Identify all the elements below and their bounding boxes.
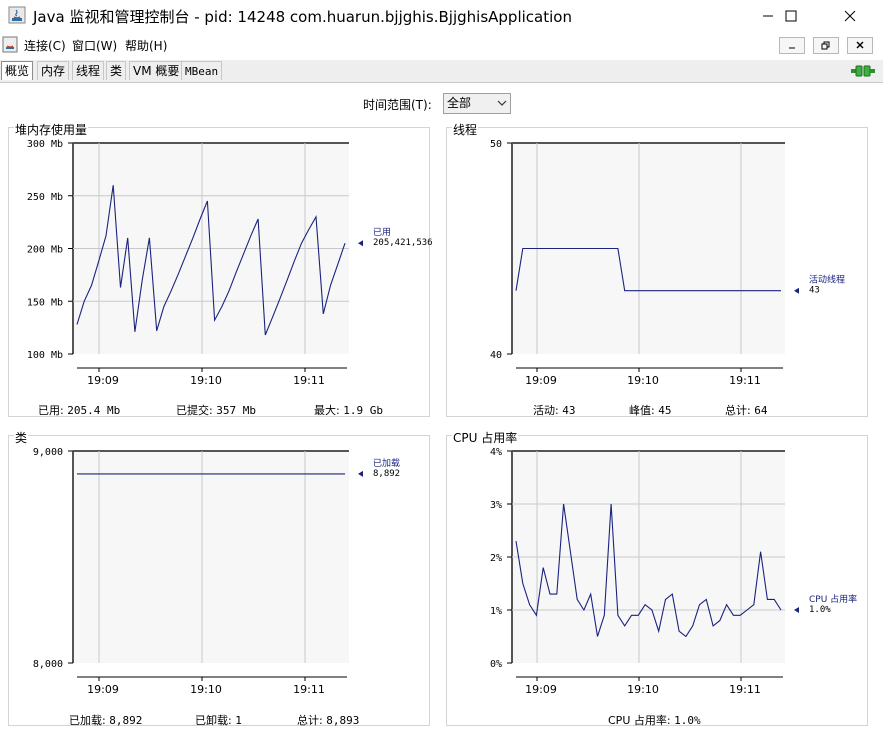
panel-title: 线程	[452, 121, 479, 138]
y-tick-label: 9,000	[33, 447, 63, 458]
close-button[interactable]	[827, 0, 873, 31]
y-tick-label: 50	[490, 139, 502, 150]
stat-peak: 峰值: 45	[629, 404, 672, 417]
x-tick-label: 19:09	[525, 374, 557, 387]
panel-title: 类	[14, 429, 29, 446]
cpu-usage-panel: CPU 占用率 0% 1% 2% 3% 4% 19:09 19:10 19:11 CPU 占用率…	[446, 429, 868, 727]
menu-help[interactable]: 帮助(H)	[125, 39, 168, 53]
y-tick-label: 8,000	[33, 659, 63, 670]
x-tick-label: 19:10	[190, 374, 222, 387]
minimize-icon	[763, 15, 773, 16]
y-tick-label: 250 Mb	[27, 192, 63, 203]
plot-area	[73, 451, 349, 663]
legend-marker	[358, 240, 363, 247]
threads-panel: 线程 40 50 19:09 19:10 19:11 活动线程 43 活动: 43 峰值: …	[446, 121, 868, 417]
x-tick-label: 19:09	[87, 374, 119, 387]
x-tick-label: 19:10	[627, 683, 659, 696]
legend-value: 8,892	[373, 469, 400, 479]
stat-cpu-usage: CPU 占用率: 1.0%	[608, 714, 701, 727]
heap-memory-chart: 100 Mb 150 Mb 200 Mb 250 Mb 300 Mb 19:09 19:10…	[27, 139, 433, 387]
y-tick-label: 300 Mb	[27, 139, 63, 150]
inner-close-button[interactable]	[847, 37, 873, 54]
stat-total: 总计: 8,893	[297, 714, 360, 727]
y-tick-label: 200 Mb	[27, 245, 63, 256]
java-app-icon	[8, 6, 26, 24]
inner-minimize-button[interactable]	[779, 37, 805, 54]
x-tick-label: 19:09	[525, 683, 557, 696]
title-bar: Java 监视和管理控制台 - pid: 14248 com.huarun.bj…	[0, 0, 883, 31]
tab-vm-summary[interactable]: VM 概要	[129, 61, 184, 80]
time-range-label: 时间范围(T):	[363, 98, 432, 112]
panel-title: 堆内存使用量	[14, 121, 89, 138]
stat-used: 已用: 205.4 Mb	[38, 404, 121, 417]
maximize-button[interactable]	[768, 0, 814, 31]
stat-max: 最大: 1.9 Gb	[314, 404, 383, 417]
x-tick-label: 19:11	[729, 683, 761, 696]
inner-restore-button[interactable]	[813, 37, 839, 54]
series-line	[76, 185, 346, 336]
x-tick-label: 19:10	[190, 683, 222, 696]
series-line	[515, 503, 782, 638]
heap-memory-panel: 堆内存使用量 100 Mb 150 Mb 200 Mb 250 Mb 300 Mb 19:…	[8, 121, 433, 417]
stat-committed: 已提交: 357 Mb	[176, 404, 256, 417]
legend-value: 205,421,536	[373, 238, 433, 248]
x-tick-label: 19:11	[293, 683, 325, 696]
document-icon	[2, 36, 18, 53]
legend-label: CPU 占用率	[809, 593, 857, 605]
minimize-button[interactable]	[745, 0, 791, 31]
tab-mbean[interactable]: MBean	[181, 61, 223, 80]
panel-title: CPU 占用率	[452, 429, 519, 446]
y-tick-label: 150 Mb	[27, 297, 63, 308]
y-tick-label: 3%	[490, 500, 502, 511]
time-range-select[interactable]: 全部	[443, 93, 511, 114]
tab-overview[interactable]: 概览	[1, 61, 34, 80]
legend-label: 已用	[373, 227, 391, 238]
y-tick-label: 1%	[490, 606, 502, 617]
menu-connect[interactable]: 连接(C)	[24, 39, 66, 53]
close-icon	[856, 41, 864, 49]
legend-value: 43	[809, 286, 820, 296]
legend-label: 活动线程	[809, 274, 845, 286]
series-line	[515, 247, 781, 292]
legend-value: 1.0%	[809, 605, 831, 615]
stat-loaded: 已加载: 8,892	[69, 714, 143, 727]
y-tick-label: 0%	[490, 659, 502, 670]
window-title: Java 监视和管理控制台 - pid: 14248 com.huarun.bj…	[33, 8, 572, 26]
stat-live: 活动: 43	[533, 404, 576, 417]
y-tick-label: 2%	[490, 553, 502, 564]
legend-marker	[358, 470, 363, 477]
x-tick-label: 19:11	[293, 374, 325, 387]
tab-memory[interactable]: 内存	[37, 61, 70, 80]
restore-icon	[821, 41, 830, 50]
stat-unloaded: 已卸载: 1	[195, 714, 242, 727]
tab-classes[interactable]: 类	[106, 61, 127, 80]
menu-window[interactable]: 窗口(W)	[72, 39, 118, 53]
legend-label: 已加载	[373, 457, 400, 469]
x-tick-label: 19:09	[87, 683, 119, 696]
x-tick-label: 19:10	[627, 374, 659, 387]
legend-marker	[794, 607, 799, 613]
time-range-value: 全部	[447, 96, 472, 110]
tab-bar: 概览 内存 线程 类 VM 概要 MBean	[0, 60, 883, 83]
y-tick-label: 4%	[490, 447, 502, 458]
x-tick-label: 19:11	[729, 374, 761, 387]
tab-threads[interactable]: 线程	[72, 61, 105, 80]
minimize-icon	[789, 47, 795, 48]
stat-total: 总计: 64	[725, 404, 768, 417]
classes-panel: 类 8,000 9,000 19:09 19:10 19:11 已加载 8,892 已加载:…	[8, 429, 430, 727]
menu-bar: 连接(C) 窗口(W) 帮助(H)	[0, 33, 883, 57]
overview-content: 时间范围(T): 全部 堆内存使用量 100 Mb 150 Mb 200 Mb 250…	[0, 83, 883, 734]
maximize-icon	[785, 10, 797, 21]
close-icon	[844, 10, 856, 21]
connection-status-icon[interactable]	[851, 63, 875, 79]
chevron-down-icon	[497, 100, 507, 106]
y-tick-label: 100 Mb	[27, 350, 63, 361]
y-tick-label: 40	[490, 350, 502, 361]
legend-marker	[794, 287, 799, 294]
